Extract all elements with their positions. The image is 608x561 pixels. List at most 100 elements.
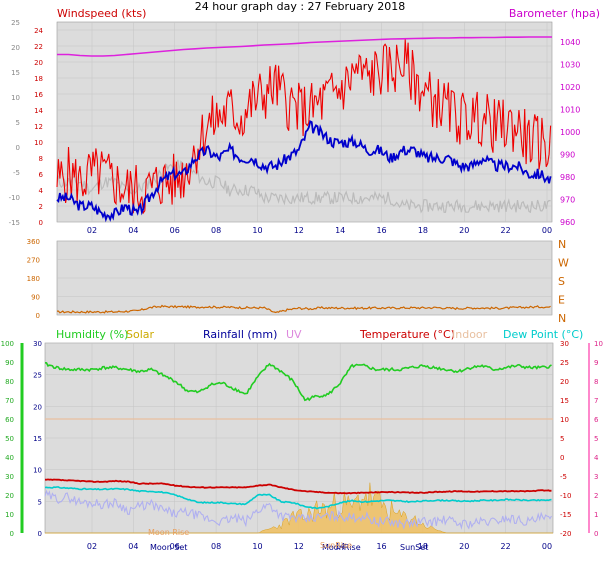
wind-tick-label: 10	[34, 139, 43, 147]
barometer-tick-label: 990	[560, 151, 575, 160]
x-tick-label: 16	[376, 226, 386, 235]
axis-labels: 2422201816141210864202520151050-5-10-151…	[1, 7, 603, 552]
barometer-tick-label: 1010	[560, 106, 580, 115]
direction-tick-label: 270	[27, 257, 40, 265]
solar-area	[45, 482, 553, 534]
barometer-axis-title: Barometer (hpa)	[509, 7, 600, 20]
wind-tick-label: 20	[34, 59, 43, 67]
wind-outer-tick-label: -10	[9, 194, 20, 202]
humidity-tick-label: 70	[5, 397, 14, 405]
rain-tick-label: 30	[33, 340, 42, 348]
legend-label: Rainfall (mm)	[203, 328, 277, 341]
legend-label: Solar	[126, 328, 155, 341]
x-tick-label: 02	[87, 542, 97, 551]
uv-tick-label: 2	[594, 492, 598, 500]
humidity-tick-label: 40	[5, 454, 14, 462]
wind-tick-label: 0	[39, 219, 43, 227]
uv-tick-label: 10	[594, 340, 603, 348]
wind-direction-line	[57, 304, 551, 314]
temp-tick-label: -10	[560, 492, 571, 500]
rain-tick-label: 0	[38, 530, 42, 538]
x-tick-label: 12	[294, 542, 304, 551]
uv-tick-label: 1	[594, 511, 598, 519]
humidity-tick-label: 80	[5, 378, 14, 386]
temp-tick-label: 30	[560, 340, 569, 348]
humidity-tick-label: 90	[5, 359, 14, 367]
x-tick-label: 02	[87, 226, 97, 235]
humidity-tick-label: 20	[5, 492, 14, 500]
x-tick-label: 22	[501, 542, 511, 551]
x-tick-label: 04	[128, 542, 138, 551]
humidity-tick-label: 60	[5, 416, 14, 424]
rain-tick-label: 10	[33, 467, 42, 475]
wind-tick-label: 2	[39, 203, 43, 211]
data-series	[20, 36, 590, 534]
wind-tick-label: 12	[34, 123, 43, 131]
temp-tick-label: -20	[560, 530, 571, 538]
x-tick-label: 20	[459, 226, 469, 235]
x-tick-label: 20	[459, 542, 469, 551]
x-tick-label: 14	[335, 542, 345, 551]
wind-outer-tick-label: 5	[16, 119, 20, 127]
x-tick-label: 12	[294, 226, 304, 235]
barometer-tick-label: 980	[560, 173, 575, 182]
x-tick-label: 04	[128, 226, 138, 235]
sun-moon-annotation: Moon Rise	[148, 528, 189, 537]
sun-moon-annotation: SunRise	[320, 541, 352, 550]
direction-tick-label: 180	[27, 275, 40, 283]
sun-moon-annotation: Moon Set	[150, 543, 187, 552]
x-tick-label: 06	[170, 226, 180, 235]
wind-outer-tick-label: 10	[11, 94, 20, 102]
barometer-tick-label: 1000	[560, 128, 580, 137]
average-wind-line	[56, 120, 552, 223]
temp-tick-label: -15	[560, 511, 571, 519]
barometer-tick-label: 970	[560, 196, 575, 205]
temp-tick-label: 0	[560, 454, 564, 462]
compass-label: N	[558, 238, 566, 251]
wind-outer-tick-label: -15	[9, 219, 20, 227]
wind-outer-tick-label: 25	[11, 19, 20, 27]
temp-tick-label: 25	[560, 359, 569, 367]
compass-label: W	[558, 257, 569, 270]
barometer-tick-label: 1030	[560, 61, 580, 70]
uv-tick-label: 6	[594, 416, 599, 424]
compass-label: S	[558, 275, 565, 288]
barometer-tick-label: 960	[560, 218, 575, 227]
wind-tick-label: 8	[39, 155, 43, 163]
gridlines	[45, 22, 553, 534]
x-tick-label: 00	[542, 542, 552, 551]
rain-tick-label: 20	[33, 403, 42, 411]
barometer-tick-label: 1040	[560, 38, 580, 47]
wind-tick-label: 16	[34, 91, 43, 99]
temp-tick-label: 20	[560, 378, 569, 386]
gust-grey-line	[56, 159, 551, 214]
barometer-tick-label: 1020	[560, 83, 580, 92]
wind-tick-label: 24	[34, 27, 43, 35]
humidity-tick-label: 30	[5, 473, 14, 481]
humidity-tick-label: 0	[10, 530, 14, 538]
x-tick-label: 18	[418, 226, 428, 235]
rain-tick-label: 5	[38, 498, 42, 506]
compass-label: E	[558, 294, 565, 307]
direction-tick-label: 0	[36, 312, 40, 320]
temperature-line	[45, 478, 552, 495]
uv-tick-label: 0	[594, 530, 598, 538]
rain-tick-label: 25	[33, 372, 42, 380]
legend-label: Humidity (%)	[56, 328, 128, 341]
wind-tick-label: 14	[34, 107, 43, 115]
x-tick-label: 00	[542, 226, 552, 235]
sun-moon-annotation: SunSet	[400, 543, 428, 552]
temp-tick-label: 5	[560, 435, 564, 443]
wind-outer-tick-label: 0	[16, 144, 20, 152]
legend-label: Indoor	[452, 328, 488, 341]
uv-tick-label: 3	[594, 473, 598, 481]
uv-tick-label: 7	[594, 397, 598, 405]
direction-tick-label: 90	[31, 294, 40, 302]
wind-tick-label: 18	[34, 75, 43, 83]
x-tick-label: 22	[501, 226, 511, 235]
uv-line	[44, 489, 552, 530]
wind-outer-tick-label: -5	[13, 169, 20, 177]
uv-tick-label: 8	[594, 378, 598, 386]
uv-tick-label: 4	[594, 454, 599, 462]
